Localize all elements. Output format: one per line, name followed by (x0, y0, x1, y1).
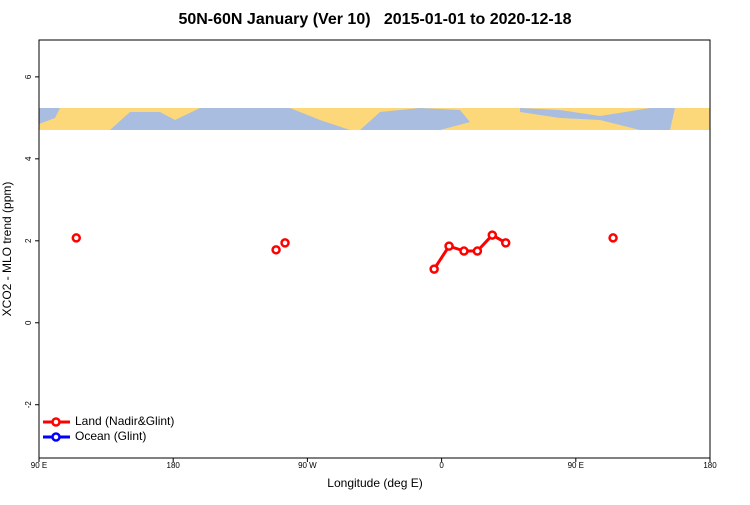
legend-swatch-marker (51, 417, 61, 427)
x-tick-label: 180 (703, 461, 717, 470)
data-point (71, 233, 82, 243)
y-tick-label: 0 (24, 320, 33, 325)
x-tick-label: 90 W (298, 461, 317, 470)
data-point (271, 245, 281, 255)
legend-label: Ocean (Glint) (75, 429, 146, 443)
y-tick-label: 6 (24, 74, 33, 79)
x-tick-label: 90 E (31, 461, 47, 470)
data-point (487, 230, 498, 240)
y-tick-label: -2 (24, 401, 33, 409)
y-tick-label: 4 (24, 156, 33, 161)
data-point (608, 233, 618, 243)
plot-frame (38, 39, 711, 459)
data-point (280, 238, 290, 248)
data-point (444, 241, 454, 251)
x-axis-label: Longitude (deg E) (327, 476, 422, 490)
x-tick-label: 180 (167, 461, 181, 470)
y-axis-label: XCO2 - MLO trend (ppm) (0, 182, 14, 317)
data-point (459, 246, 469, 256)
data-point (429, 264, 439, 274)
chart-title: 50N-60N January (Ver 10) 2015-01-01 to 2… (178, 11, 571, 28)
legend: Land (Nadir&Glint) Ocean (Glint) (43, 414, 174, 443)
legend-swatch-marker (51, 432, 61, 442)
x-tick-label: 90 E (568, 461, 584, 470)
legend-label: Land (Nadir&Glint) (75, 414, 174, 428)
map-band (39, 108, 710, 130)
data-point (500, 238, 511, 248)
x-tick-label: 0 (439, 461, 444, 470)
data-point (472, 246, 483, 256)
y-tick-label: 2 (24, 238, 33, 243)
